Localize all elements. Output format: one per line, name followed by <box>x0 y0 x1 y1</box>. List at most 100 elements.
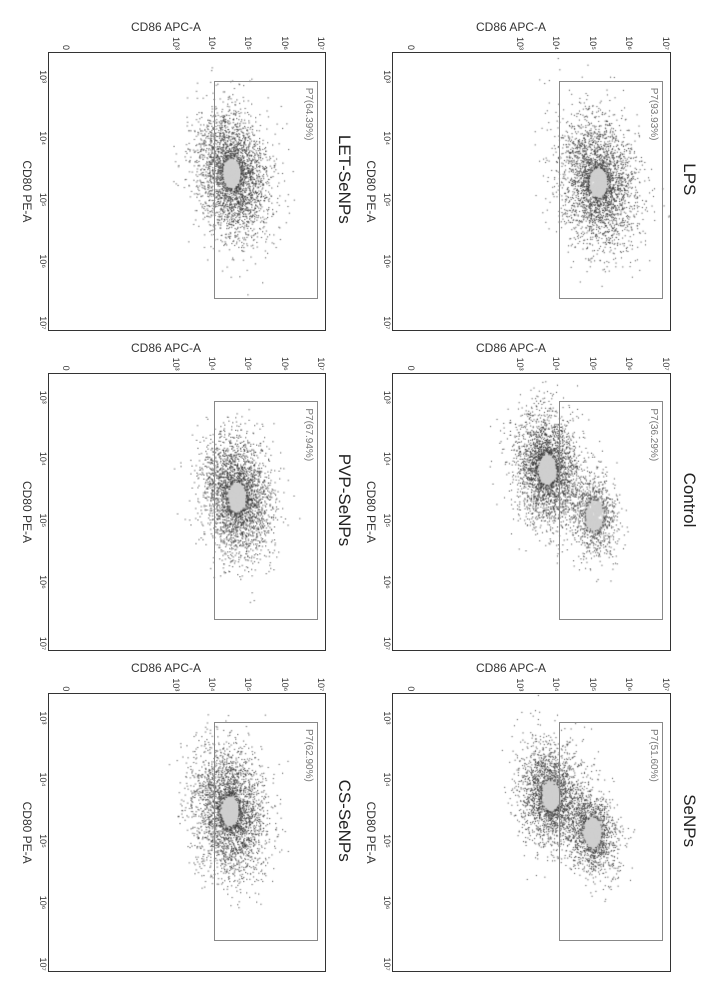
x-tick: 10⁶ <box>383 575 393 589</box>
x-tick: 10³ <box>38 391 48 404</box>
x-tick: 10⁷ <box>383 316 393 329</box>
y-tick: 10⁶ <box>624 678 634 692</box>
y-tick: 0 <box>61 366 71 371</box>
x-tick: 10⁷ <box>38 316 48 329</box>
gate-label: P7(62.90%) <box>303 727 314 784</box>
scatter-plot: P7(67.94%) <box>48 373 327 652</box>
x-tick: 10⁶ <box>383 896 393 910</box>
y-tick: 10⁷ <box>316 678 326 691</box>
x-tick: 10⁵ <box>383 193 393 207</box>
gate-label: P7(64.39%) <box>303 86 314 143</box>
y-tick: 10⁷ <box>661 678 671 691</box>
x-tick: 10⁴ <box>383 773 393 787</box>
y-tick: 0 <box>61 686 71 691</box>
panel-grid: LPSCD86 APC-A010³10⁴10⁵10⁶10⁷P7(93.93%)1… <box>0 0 719 1000</box>
x-axis-label: CD80 PE-A <box>365 693 379 972</box>
x-tick: 10⁷ <box>383 958 393 971</box>
facs-panel: ControlCD86 APC-A010³10⁴10⁵10⁶10⁷P7(36.2… <box>365 349 700 652</box>
gate-rect: P7(36.29%) <box>559 401 663 620</box>
y-tick: 10⁵ <box>588 678 598 692</box>
x-tick: 10³ <box>383 711 393 724</box>
facs-panel: SeNPsCD86 APC-A010³10⁴10⁵10⁶10⁷P7(51.60%… <box>365 669 700 972</box>
y-tick: 10⁴ <box>207 36 217 50</box>
x-tick: 10³ <box>383 70 393 83</box>
y-tick: 10⁶ <box>280 36 290 50</box>
y-tick: 10⁵ <box>243 678 253 692</box>
figure-rotated-container: LPSCD86 APC-A010³10⁴10⁵10⁶10⁷P7(93.93%)1… <box>0 0 719 719</box>
y-tick: 10⁷ <box>316 37 326 50</box>
y-tick: 10⁴ <box>552 36 562 50</box>
y-tick: 10⁵ <box>243 36 253 50</box>
x-tick: 10⁵ <box>38 514 48 528</box>
x-tick: 10³ <box>383 391 393 404</box>
x-tick: 10⁵ <box>38 834 48 848</box>
y-tick: 10⁴ <box>207 357 217 371</box>
y-tick: 10⁵ <box>588 36 598 50</box>
x-tick: 10⁵ <box>38 193 48 207</box>
y-tick: 10⁴ <box>207 677 217 691</box>
facs-panel: CS-SeNPsCD86 APC-A010³10⁴10⁵10⁶10⁷P7(62.… <box>20 669 355 972</box>
y-tick: 0 <box>406 366 416 371</box>
facs-panel: LPSCD86 APC-A010³10⁴10⁵10⁶10⁷P7(93.93%)1… <box>365 28 700 331</box>
x-tick: 10⁴ <box>38 131 48 145</box>
y-tick: 10³ <box>171 358 181 371</box>
x-axis-label: CD80 PE-A <box>20 693 34 972</box>
y-tick: 10³ <box>171 37 181 50</box>
facs-panel: LET-SeNPsCD86 APC-A010³10⁴10⁵10⁶10⁷P7(64… <box>20 28 355 331</box>
y-tick: 10⁷ <box>316 357 326 370</box>
x-tick: 10⁶ <box>38 896 48 910</box>
y-tick: 10⁵ <box>243 357 253 371</box>
panel-title: LPS <box>677 28 699 331</box>
scatter-plot: P7(64.39%) <box>48 52 327 331</box>
y-tick: 10⁴ <box>552 677 562 691</box>
y-tick: 10⁴ <box>552 357 562 371</box>
y-tick: 10⁵ <box>588 357 598 371</box>
x-tick: 10⁶ <box>38 254 48 268</box>
y-tick: 10⁷ <box>661 357 671 370</box>
facs-panel: PVP-SeNPsCD86 APC-A010³10⁴10⁵10⁶10⁷P7(67… <box>20 349 355 652</box>
x-tick: 10⁵ <box>383 834 393 848</box>
y-tick: 10³ <box>515 678 525 691</box>
gate-rect: P7(64.39%) <box>214 81 318 300</box>
gate-label: P7(36.29%) <box>648 406 659 463</box>
scatter-plot: P7(51.60%) <box>393 693 672 972</box>
gate-rect: P7(51.60%) <box>559 722 663 941</box>
scatter-plot: P7(62.90%) <box>48 693 327 972</box>
x-tick: 10³ <box>38 711 48 724</box>
x-axis-label: CD80 PE-A <box>365 52 379 331</box>
x-tick: 10⁴ <box>38 452 48 466</box>
x-tick: 10⁵ <box>383 514 393 528</box>
panel-title: PVP-SeNPs <box>333 349 355 652</box>
scatter-plot: P7(93.93%) <box>393 52 672 331</box>
x-tick: 10⁶ <box>38 575 48 589</box>
x-tick: 10⁴ <box>38 773 48 787</box>
x-tick: 10⁴ <box>383 131 393 145</box>
x-axis-label: CD80 PE-A <box>20 52 34 331</box>
x-axis-label: CD80 PE-A <box>365 373 379 652</box>
y-tick: 10⁶ <box>624 357 634 371</box>
panel-title: LET-SeNPs <box>333 28 355 331</box>
y-tick: 10⁶ <box>280 678 290 692</box>
x-tick: 10⁷ <box>383 637 393 650</box>
gate-label: P7(93.93%) <box>648 86 659 143</box>
y-tick: 10³ <box>515 358 525 371</box>
gate-label: P7(51.60%) <box>648 727 659 784</box>
y-tick: 10⁶ <box>624 36 634 50</box>
y-tick: 10³ <box>171 678 181 691</box>
y-tick: 10⁶ <box>280 357 290 371</box>
y-tick: 10³ <box>515 37 525 50</box>
x-tick: 10³ <box>38 70 48 83</box>
y-tick: 0 <box>61 45 71 50</box>
gate-rect: P7(62.90%) <box>214 722 318 941</box>
gate-label: P7(67.94%) <box>303 406 314 463</box>
y-tick: 0 <box>406 45 416 50</box>
panel-title: CS-SeNPs <box>333 669 355 972</box>
x-tick: 10⁷ <box>38 637 48 650</box>
panel-title: Control <box>677 349 699 652</box>
x-tick: 10⁴ <box>383 452 393 466</box>
x-tick: 10⁷ <box>38 958 48 971</box>
y-tick: 0 <box>406 686 416 691</box>
y-tick: 10⁷ <box>661 37 671 50</box>
panel-title: SeNPs <box>677 669 699 972</box>
scatter-plot: P7(36.29%) <box>393 373 672 652</box>
